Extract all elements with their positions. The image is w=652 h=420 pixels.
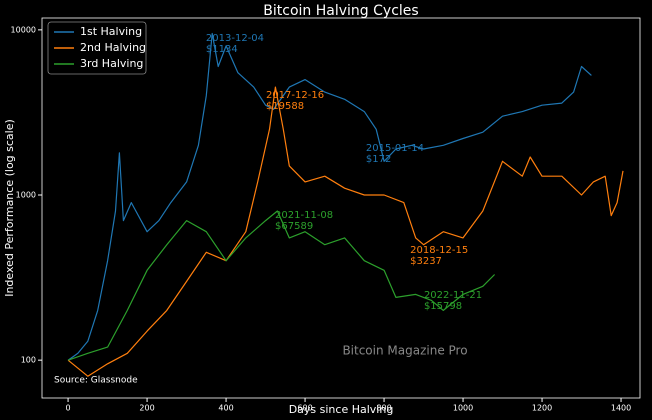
series-line (67, 86, 624, 377)
x-tick-label: 1400 (611, 404, 631, 413)
annotation: 2021-11-08 (275, 210, 333, 221)
x-axis-label: Days since Halving (289, 403, 394, 416)
chart-title: Bitcoin Halving Cycles (263, 3, 418, 19)
series-line (67, 32, 592, 361)
x-tick-label: 0 (66, 404, 71, 413)
source: Source: Glassnode (54, 376, 138, 386)
annotation: $67589 (275, 221, 313, 232)
annotation: 2017-12-16 (266, 90, 324, 101)
y-tick-label: 1000 (16, 191, 36, 200)
annotation: 2018-12-15 (410, 245, 468, 256)
x-tick-label: 600 (297, 404, 312, 413)
legend-box (47, 21, 147, 75)
annotation: $15798 (424, 301, 462, 312)
annotation: 2015-01-14 (366, 143, 424, 154)
x-tick-label: 1200 (532, 404, 552, 413)
y-tick-label: 10000 (11, 25, 36, 34)
y-tick-label: 100 (21, 356, 36, 365)
annotation: 2013-12-04 (206, 33, 264, 44)
annotation: $19588 (266, 101, 304, 112)
legend-label: 1st Halving (80, 25, 142, 38)
annotation: $172 (366, 154, 391, 165)
series-line (67, 210, 496, 361)
x-tick-label: 800 (376, 404, 391, 413)
x-tick-label: 1000 (453, 404, 473, 413)
y-axis-label: Indexed Performance (log scale) (3, 119, 16, 297)
legend-label: 3rd Halving (80, 57, 143, 70)
watermark: Bitcoin Magazine Pro (342, 344, 467, 358)
x-tick-label: 400 (218, 404, 233, 413)
annotation: $1134 (206, 44, 238, 55)
annotation: $3237 (410, 256, 442, 267)
legend-label: 2nd Halving (80, 41, 146, 54)
plot-frame (41, 17, 641, 399)
annotation: 2022-11-21 (424, 290, 482, 301)
x-tick-label: 200 (139, 404, 154, 413)
